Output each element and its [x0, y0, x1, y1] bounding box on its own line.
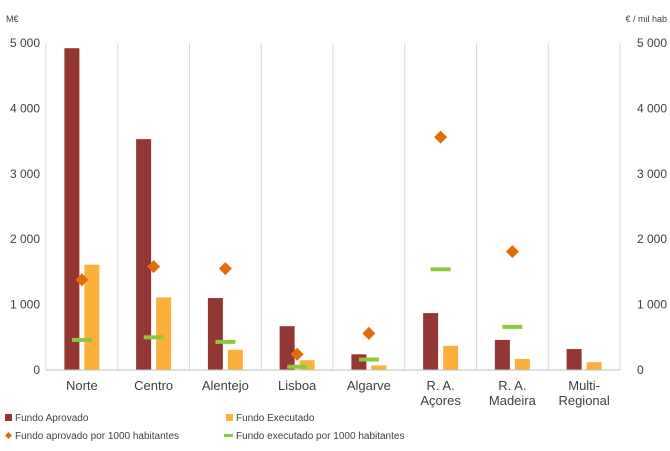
left-axis-tick-label: 3 000	[10, 167, 40, 181]
bar-fundo-executado	[371, 365, 387, 370]
bar-fundo-aprovado	[423, 313, 439, 370]
legend-label: Fundo Aprovado	[15, 413, 89, 424]
legend-label: Fundo executado por 1000 habitantes	[236, 431, 404, 442]
markers-layer	[71, 130, 523, 369]
right-axis-tick-label: 0	[637, 363, 644, 377]
legend-label: Fundo Executado	[236, 413, 315, 424]
bar-fundo-executado	[84, 264, 100, 370]
legend-swatch	[226, 414, 233, 421]
marker-fundo-aprovado-por-1000-hab	[362, 326, 376, 340]
bar-fundo-executado	[443, 345, 459, 370]
marker-fundo-executado-por-1000-hab	[71, 337, 92, 342]
right-axis-tick-label: 2 000	[637, 232, 667, 246]
left-axis-tick-label: 1 000	[10, 298, 40, 312]
right-axis-tick-label: 1 000	[637, 298, 667, 312]
left-axis-unit-label: M€	[6, 14, 19, 24]
legend-swatch	[5, 414, 12, 421]
marker-fundo-executado-por-1000-hab	[143, 335, 164, 340]
right-axis-tick-label: 3 000	[637, 167, 667, 181]
legend-swatch	[5, 432, 12, 439]
bar-fundo-aprovado	[351, 354, 367, 370]
marker-fundo-executado-por-1000-hab	[430, 267, 451, 272]
legend-swatch	[224, 434, 233, 437]
left-axis-tick-label: 2 000	[10, 232, 40, 246]
marker-fundo-executado-por-1000-hab	[287, 364, 308, 369]
marker-fundo-aprovado-por-1000-hab	[290, 347, 304, 361]
bar-fundo-aprovado	[64, 48, 80, 371]
marker-fundo-executado-por-1000-hab	[215, 339, 236, 344]
marker-fundo-aprovado-por-1000-hab	[147, 260, 161, 274]
bar-fundo-executado	[156, 297, 172, 370]
right-axis-unit-label: € / mil hab	[625, 14, 667, 24]
legend-label: Fundo aprovado por 1000 habitantes	[15, 431, 179, 442]
grid-layer	[45, 43, 621, 370]
category-label: Alentejo	[202, 378, 249, 393]
right-axis-tick-label: 4 000	[637, 101, 667, 115]
marker-fundo-aprovado-por-1000-hab	[505, 245, 519, 259]
category-label: Algarve	[347, 378, 391, 393]
left-axis-tick-label: 4 000	[10, 101, 40, 115]
right-axis-tick-label: 5 000	[637, 36, 667, 50]
left-axis-tick-label: 0	[33, 363, 40, 377]
bar-fundo-aprovado	[207, 298, 223, 370]
bar-fundo-aprovado	[494, 339, 510, 370]
bar-fundo-aprovado	[566, 349, 582, 370]
marker-fundo-executado-por-1000-hab	[502, 324, 523, 329]
category-label: Multi-Regional	[558, 378, 609, 408]
legend-layer: Fundo Aprovado Fundo Executado Fundo aprov…	[5, 413, 404, 442]
marker-fundo-aprovado-por-1000-hab	[75, 273, 89, 287]
category-label: Lisboa	[278, 378, 317, 393]
marker-fundo-aprovado-por-1000-hab	[434, 130, 448, 144]
bar-fundo-executado	[514, 358, 530, 370]
left-axis-tick-label: 5 000	[10, 36, 40, 50]
bars-layer	[64, 48, 602, 371]
category-label: Norte	[66, 378, 98, 393]
bar-fundo-executado	[227, 349, 243, 370]
marker-fundo-aprovado-por-1000-hab	[218, 262, 232, 276]
axis-layer: 0 1 000 2 000 3 000 4 000 5 000 0 1 000 2 000 3 0…	[6, 14, 667, 408]
bar-fundo-aprovado	[279, 326, 295, 370]
marker-fundo-executado-por-1000-hab	[358, 357, 379, 362]
category-label: Centro	[134, 378, 173, 393]
category-label: R. A. Madeira	[489, 378, 537, 408]
bar-fundo-executado	[586, 362, 602, 370]
category-label: R. A. Açores	[420, 378, 461, 408]
bar-fundo-aprovado	[136, 139, 152, 370]
